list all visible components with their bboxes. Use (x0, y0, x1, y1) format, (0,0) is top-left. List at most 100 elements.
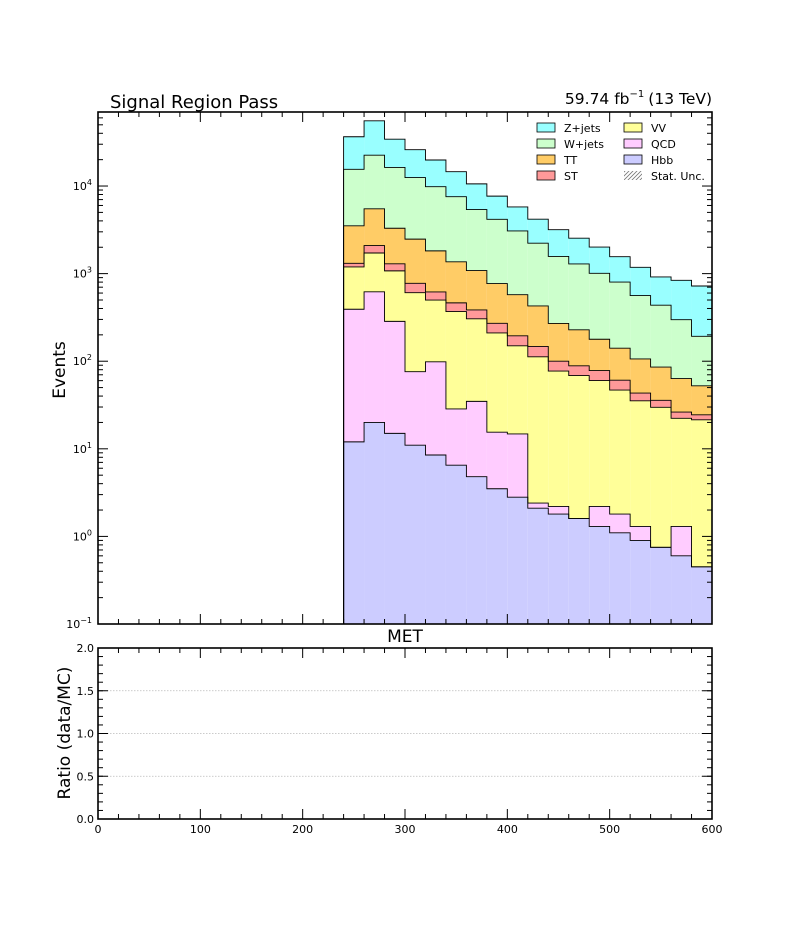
bar (589, 370, 610, 381)
bar (589, 380, 610, 507)
legend-label: TT (563, 154, 578, 167)
bar (568, 365, 590, 376)
bar (364, 422, 385, 624)
bar (671, 280, 692, 320)
y-tick-label: 104 (73, 178, 92, 193)
chart-title: Signal Region Pass (110, 92, 278, 113)
lower-panel-ticks: 0 100 200 300 400 500 600 0.0 0.5 1.0 1.5 2.0 (77, 642, 723, 836)
bar (405, 239, 426, 284)
bar (691, 414, 712, 420)
bar (650, 400, 672, 408)
bar (343, 136, 365, 170)
x-tick-label: 100 (190, 823, 211, 836)
bar (384, 139, 405, 168)
legend-entry: VV (623, 122, 667, 135)
bar (527, 346, 549, 357)
bar (343, 169, 365, 226)
stack-outline (343, 245, 713, 624)
upper-xlabel: MET (387, 627, 423, 647)
bar (405, 177, 426, 240)
series-vv (343, 252, 712, 567)
bar (630, 358, 651, 394)
bar (609, 256, 631, 283)
lower-ylabel: Ratio (data/MC) (55, 667, 75, 800)
series-qcd (343, 291, 692, 556)
upper-panel-stack (343, 120, 713, 624)
bar (445, 261, 467, 303)
legend-swatch (623, 154, 643, 165)
lumi-suffix: (13 TeV) (648, 90, 712, 108)
bar (405, 292, 426, 372)
bar (445, 196, 467, 262)
stack-outline (343, 291, 713, 624)
bar (650, 547, 672, 624)
stack-outline (343, 154, 713, 624)
y-tick-label: 101 (73, 441, 92, 456)
bar (691, 566, 712, 624)
y-tick-label: 0.5 (77, 770, 95, 783)
bar (466, 401, 487, 477)
y-tick-label: 10−1 (66, 616, 92, 631)
bar (425, 361, 446, 455)
bar (466, 476, 487, 624)
series-hbb (343, 422, 712, 624)
bar (343, 266, 365, 310)
bar (609, 282, 631, 349)
x-tick-label: 300 (395, 823, 416, 836)
y-tick-label: 1.0 (77, 728, 95, 741)
legend-swatch (623, 122, 643, 133)
series-z-jets (343, 120, 712, 337)
bar (548, 256, 569, 324)
bar (527, 503, 549, 509)
series-tt (343, 208, 712, 415)
legend-swatch (536, 122, 556, 133)
bar (527, 305, 549, 347)
bar (405, 371, 426, 446)
legend-swatch (624, 171, 642, 180)
bar (527, 243, 549, 306)
bar (650, 367, 672, 401)
bar (691, 285, 712, 337)
bar (486, 432, 508, 489)
y-tick-label: 102 (73, 353, 92, 368)
bar (650, 276, 672, 306)
y-tick-label: 100 (73, 528, 92, 543)
bar (507, 345, 528, 434)
bar (445, 465, 467, 624)
bar (384, 167, 405, 229)
bar (405, 149, 426, 178)
bar (364, 208, 385, 246)
bar (589, 273, 610, 340)
legend-entry: Z+jets (536, 122, 601, 135)
legend-swatch (536, 170, 556, 181)
bar (364, 120, 385, 156)
bar (486, 323, 508, 333)
bar (568, 238, 590, 264)
bar (486, 283, 508, 324)
lumi-label: 59.74 fb−1 (13 TeV) (565, 89, 712, 108)
bar (445, 311, 467, 409)
bar (445, 171, 467, 197)
legend-label: ST (564, 170, 578, 183)
bar (466, 318, 487, 402)
bar (466, 270, 487, 310)
bar (405, 445, 426, 624)
bar (568, 375, 590, 519)
bar (650, 407, 672, 548)
bar (343, 225, 365, 264)
bar (343, 263, 365, 267)
bar (384, 433, 405, 624)
bar (691, 336, 712, 386)
bar (466, 183, 487, 210)
bar (589, 247, 610, 274)
upper-panel-ticks: 10−1 100 101 102 103 104 (66, 112, 713, 631)
bar (384, 270, 405, 322)
bar (671, 412, 692, 419)
bar (671, 526, 692, 556)
bar (548, 361, 569, 372)
legend-label: Stat. Unc. (651, 170, 705, 183)
legend-entry: ST (536, 170, 578, 183)
bar (568, 518, 590, 624)
legend-label: QCD (651, 138, 676, 151)
